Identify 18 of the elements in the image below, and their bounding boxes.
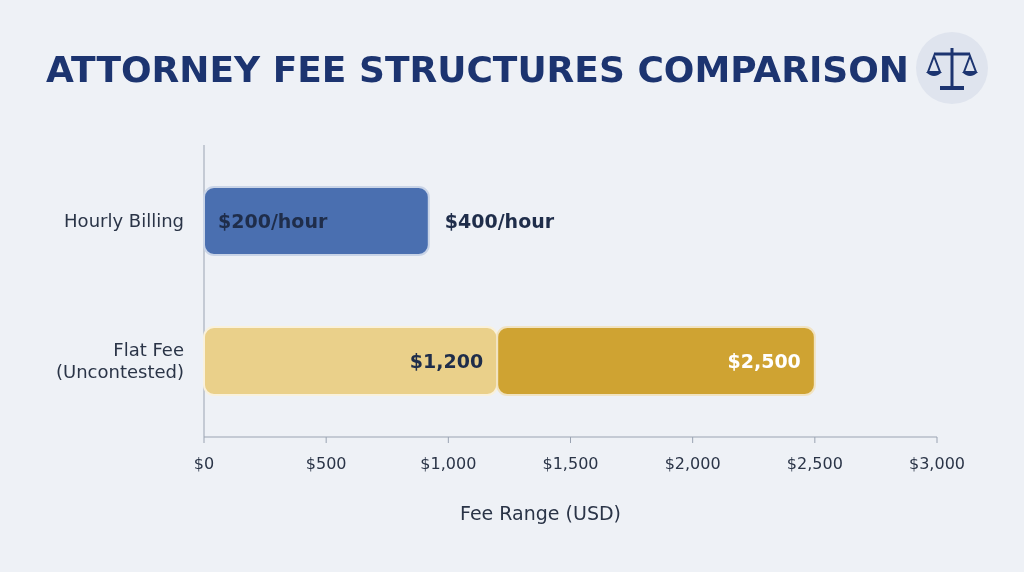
- x-tick-label: $0: [193, 454, 215, 473]
- x-tick-label: $3,000: [909, 454, 965, 473]
- x-tick-label: $1,000: [420, 454, 477, 473]
- bar: [203, 326, 499, 396]
- y-tick-label: Flat Fee (Uncontested): [55, 339, 184, 382]
- chart-title: ATTORNEY FEE STRUCTURES COMPARISON: [46, 49, 909, 90]
- bar: [203, 186, 430, 256]
- x-axis-title: Fee Range (USD): [460, 502, 621, 524]
- bar: [496, 326, 816, 396]
- x-tick-label: $1,500: [542, 454, 599, 473]
- annotation: $400/hour: [444, 210, 555, 232]
- x-tick-label: $2,000: [664, 454, 721, 473]
- total-label: $2,500: [727, 350, 801, 372]
- annotation: $200/hour: [218, 210, 328, 232]
- x-tick-label: $2,500: [786, 454, 843, 473]
- y-tick-label: Hourly Billing: [64, 210, 184, 231]
- x-tick-label: $500: [305, 454, 347, 473]
- data-label: $1,200: [409, 350, 484, 372]
